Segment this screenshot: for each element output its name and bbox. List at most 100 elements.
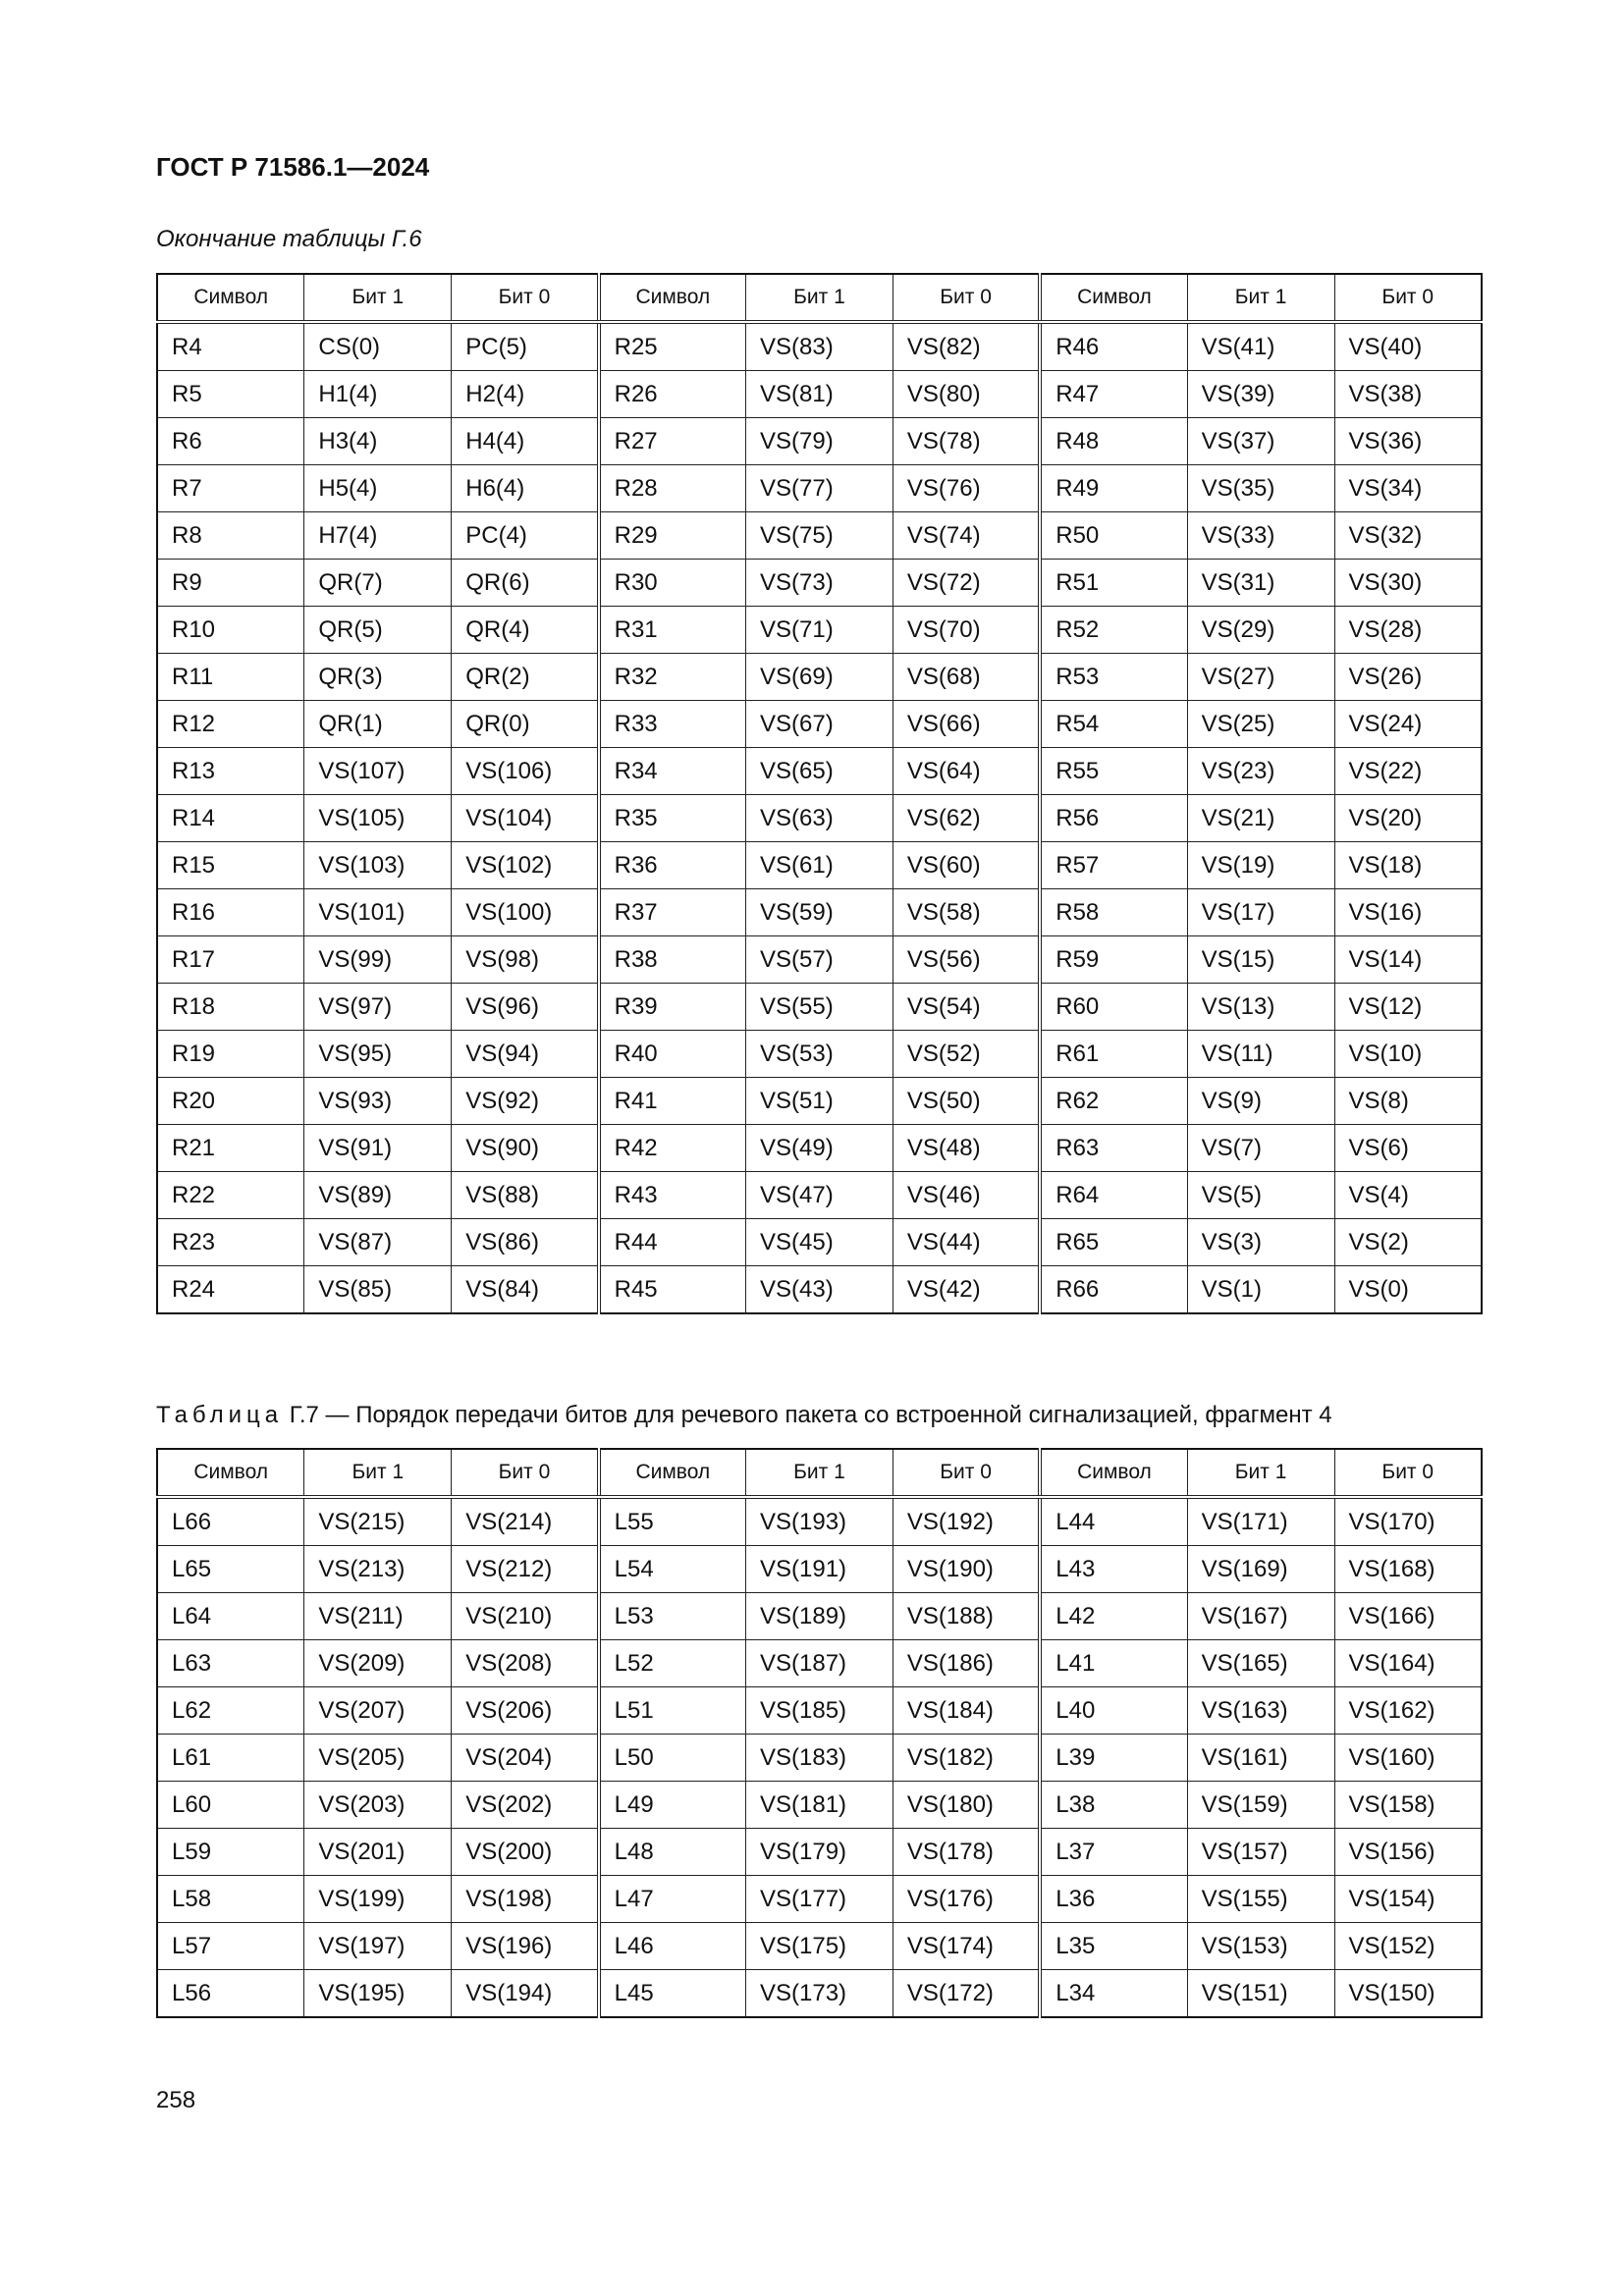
bit0-cell: VS(20) <box>1333 794 1483 842</box>
symbol-cell: L44 <box>1038 1496 1188 1546</box>
bit0-cell: VS(162) <box>1333 1686 1483 1735</box>
bit-order-table-g6: Символ Бит 1 Бит 0 Символ Бит 1 Бит 0 Символ Би… <box>156 273 1483 1314</box>
table-row: L59 VS(201) VS(200) L48 VS(179) VS(178) L37 VS(… <box>156 1828 1483 1876</box>
column-header: Бит 1 <box>1186 1448 1335 1499</box>
bit1-cell: VS(83) <box>745 321 893 371</box>
symbol-cell: R9 <box>156 559 305 607</box>
symbol-cell: R66 <box>1038 1265 1188 1314</box>
bit1-cell: VS(49) <box>745 1124 893 1172</box>
bit1-cell: VS(53) <box>745 1030 893 1078</box>
bit0-cell: H4(4) <box>451 417 600 465</box>
bit0-cell: VS(32) <box>1333 511 1483 560</box>
bit0-cell: VS(104) <box>451 794 600 842</box>
symbol-cell: R42 <box>596 1124 746 1172</box>
bit1-cell: QR(5) <box>303 606 453 654</box>
table-row: R15 VS(103) VS(102) R36 VS(61) VS(60) R57 VS(19… <box>156 841 1483 889</box>
symbol-cell: L55 <box>596 1496 746 1546</box>
bit1-cell: VS(103) <box>303 841 453 889</box>
bit0-cell: VS(76) <box>892 464 1041 512</box>
bit1-cell: VS(57) <box>745 935 893 984</box>
symbol-cell: R29 <box>596 511 746 560</box>
symbol-cell: R51 <box>1038 559 1188 607</box>
symbol-cell: L36 <box>1038 1875 1188 1923</box>
bit1-cell: VS(85) <box>303 1265 453 1314</box>
bit0-cell: VS(178) <box>892 1828 1041 1876</box>
bit1-cell: VS(19) <box>1186 841 1335 889</box>
bit0-cell: VS(202) <box>451 1781 600 1829</box>
table-row: L66 VS(215) VS(214) L55 VS(193) VS(192) L44 VS(… <box>156 1496 1483 1546</box>
symbol-cell: L50 <box>596 1734 746 1782</box>
bit1-cell: VS(81) <box>745 370 893 418</box>
symbol-cell: L38 <box>1038 1781 1188 1829</box>
symbol-cell: L53 <box>596 1592 746 1640</box>
symbol-cell: L61 <box>156 1734 305 1782</box>
bit1-cell: VS(171) <box>1186 1496 1335 1546</box>
table-row: R5 H1(4) H2(4) R26 VS(81) VS(80) R47 VS(39) VS(3… <box>156 370 1483 418</box>
table-row: R24 VS(85) VS(84) R45 VS(43) VS(42) R66 VS(1) VS… <box>156 1265 1483 1314</box>
bit0-cell: VS(152) <box>1333 1922 1483 1970</box>
symbol-cell: L47 <box>596 1875 746 1923</box>
bit0-cell: VS(58) <box>892 888 1041 936</box>
symbol-cell: L66 <box>156 1496 305 1546</box>
bit1-cell: VS(1) <box>1186 1265 1335 1314</box>
bit0-cell: VS(28) <box>1333 606 1483 654</box>
bit1-cell: VS(3) <box>1186 1218 1335 1266</box>
bit0-cell: VS(52) <box>892 1030 1041 1078</box>
bit1-cell: VS(163) <box>1186 1686 1335 1735</box>
table-row: R9 QR(7) QR(6) R30 VS(73) VS(72) R51 VS(31) VS(3… <box>156 559 1483 607</box>
symbol-cell: R30 <box>596 559 746 607</box>
symbol-cell: R64 <box>1038 1171 1188 1219</box>
symbol-cell: R59 <box>1038 935 1188 984</box>
bit0-cell: VS(180) <box>892 1781 1041 1829</box>
bit0-cell: VS(26) <box>1333 653 1483 701</box>
header-row: Символ Бит 1 Бит 0 Символ Бит 1 Бит 0 Символ Би… <box>156 273 1483 324</box>
bit0-cell: VS(62) <box>892 794 1041 842</box>
bit1-cell: VS(175) <box>745 1922 893 1970</box>
bit0-cell: VS(88) <box>451 1171 600 1219</box>
bit0-cell: VS(4) <box>1333 1171 1483 1219</box>
bit1-cell: VS(33) <box>1186 511 1335 560</box>
bit1-cell: VS(71) <box>745 606 893 654</box>
bit1-cell: VS(193) <box>745 1496 893 1546</box>
bit1-cell: VS(65) <box>745 747 893 795</box>
bit1-cell: QR(7) <box>303 559 453 607</box>
bit0-cell: VS(188) <box>892 1592 1041 1640</box>
bit0-cell: VS(84) <box>451 1265 600 1314</box>
column-header: Бит 1 <box>745 273 893 324</box>
bit0-cell: VS(190) <box>892 1545 1041 1593</box>
header-row: Символ Бит 1 Бит 0 Символ Бит 1 Бит 0 Символ Би… <box>156 1448 1483 1499</box>
symbol-cell: L48 <box>596 1828 746 1876</box>
bit1-cell: H5(4) <box>303 464 453 512</box>
bit0-cell: VS(66) <box>892 700 1041 748</box>
symbol-cell: L56 <box>156 1969 305 2018</box>
bit1-cell: VS(51) <box>745 1077 893 1125</box>
bit1-cell: VS(69) <box>745 653 893 701</box>
bit0-cell: VS(192) <box>892 1496 1041 1546</box>
column-header: Символ <box>596 273 746 324</box>
bit0-cell: VS(10) <box>1333 1030 1483 1078</box>
bit0-cell: VS(150) <box>1333 1969 1483 2018</box>
bit0-cell: VS(72) <box>892 559 1041 607</box>
bit0-cell: QR(0) <box>451 700 600 748</box>
bit0-cell: QR(2) <box>451 653 600 701</box>
symbol-cell: R21 <box>156 1124 305 1172</box>
bit1-cell: VS(167) <box>1186 1592 1335 1640</box>
bit0-cell: VS(46) <box>892 1171 1041 1219</box>
table-row: R21 VS(91) VS(90) R42 VS(49) VS(48) R63 VS(7) VS… <box>156 1124 1483 1172</box>
symbol-cell: R11 <box>156 653 305 701</box>
bit0-cell: VS(82) <box>892 321 1041 371</box>
bit0-cell: VS(102) <box>451 841 600 889</box>
column-header: Бит 1 <box>303 1448 453 1499</box>
bit1-cell: H3(4) <box>303 417 453 465</box>
bit1-cell: VS(61) <box>745 841 893 889</box>
bit1-cell: VS(179) <box>745 1828 893 1876</box>
bit0-cell: VS(36) <box>1333 417 1483 465</box>
symbol-cell: R25 <box>596 321 746 371</box>
table-row: L63 VS(209) VS(208) L52 VS(187) VS(186) L41 VS(… <box>156 1639 1483 1687</box>
bit1-cell: VS(5) <box>1186 1171 1335 1219</box>
symbol-cell: R6 <box>156 417 305 465</box>
bit1-cell: VS(21) <box>1186 794 1335 842</box>
symbol-cell: L42 <box>1038 1592 1188 1640</box>
bit1-cell: VS(67) <box>745 700 893 748</box>
bit0-cell: VS(172) <box>892 1969 1041 2018</box>
